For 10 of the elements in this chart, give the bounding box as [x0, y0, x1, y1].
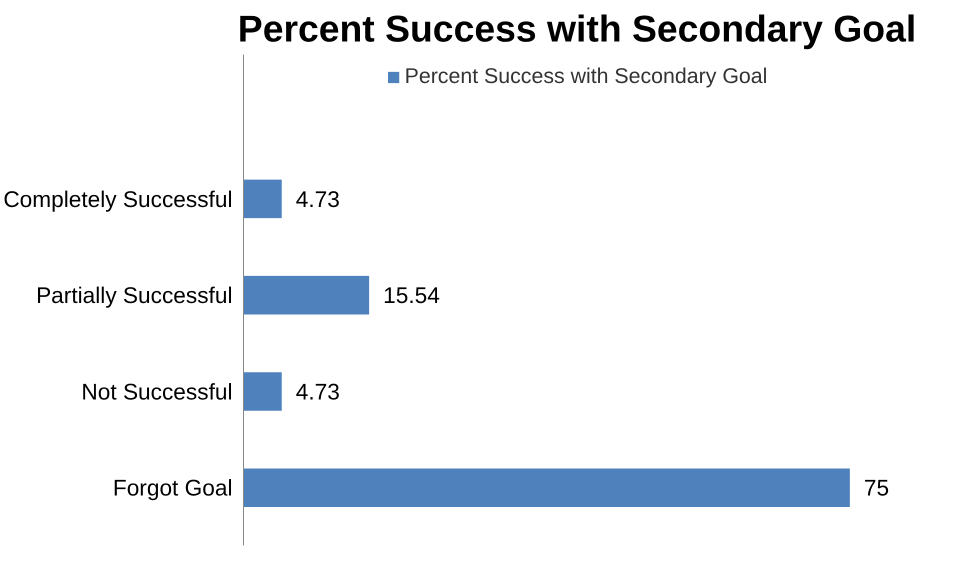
- y-tick-label: Forgot Goal: [112, 474, 233, 501]
- y-tick-label: Completely Successful: [3, 186, 233, 212]
- y-tick-label: Partially Successful: [36, 282, 233, 308]
- data-label: 75: [864, 474, 890, 501]
- chart-title: Percent Success with Secondary Goal: [238, 8, 916, 50]
- data-label: 4.73: [296, 378, 340, 404]
- data-label: 4.73: [296, 186, 340, 212]
- data-label: 15.54: [383, 282, 440, 308]
- legend-label: Percent Success with Secondary Goal: [404, 64, 768, 89]
- y-tick-label: Not Successful: [81, 378, 233, 404]
